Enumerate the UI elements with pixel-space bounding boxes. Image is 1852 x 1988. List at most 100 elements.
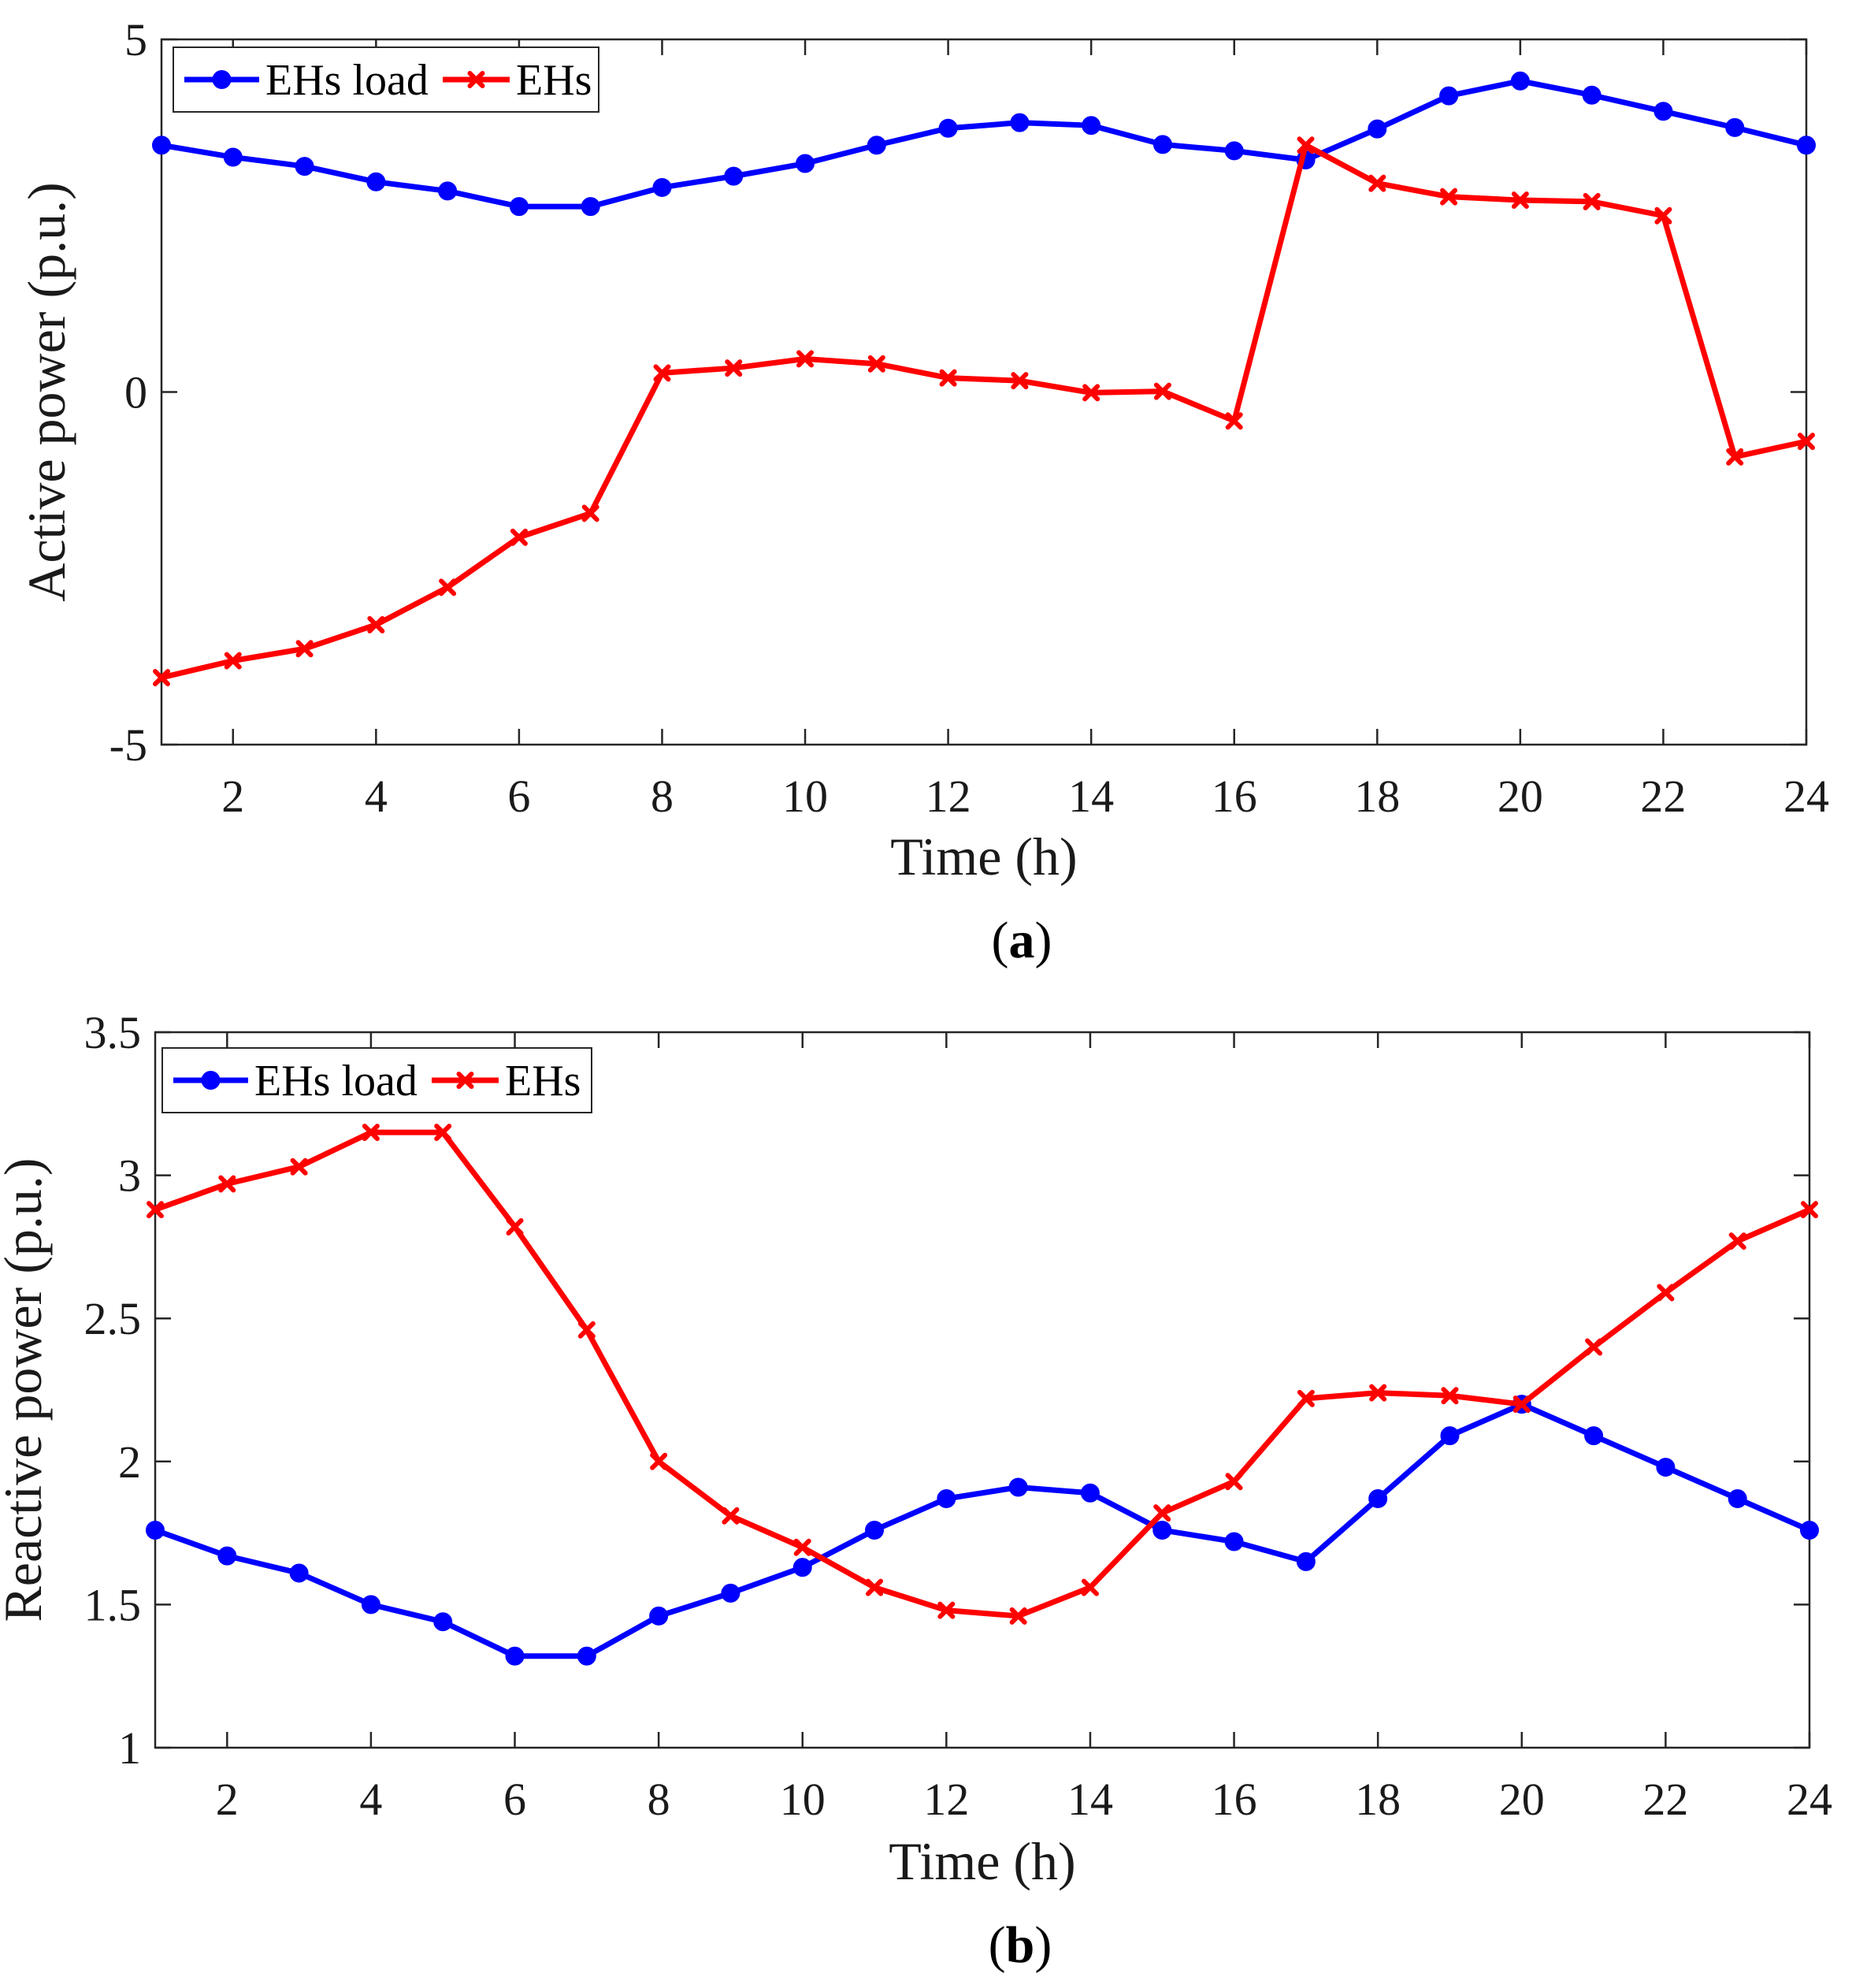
- data-point-ehs: [367, 615, 385, 634]
- series-line-ehs: [161, 142, 1807, 681]
- data-point-ehs-load: [721, 1583, 740, 1603]
- legend-label: EHs: [505, 1057, 581, 1105]
- y-tick-label: 2: [118, 1436, 141, 1488]
- data-point-ehs: [1798, 433, 1815, 451]
- data-point-ehs: [867, 355, 885, 373]
- data-point-ehs-load: [361, 1595, 380, 1615]
- data-point-ehs: [650, 1452, 668, 1470]
- data-point-ehs-load: [1653, 102, 1673, 121]
- data-point-ehs: [1726, 448, 1744, 466]
- data-point-ehs-load: [1152, 135, 1172, 154]
- x-tick-label: 24: [1783, 771, 1829, 822]
- caption-paren-open: (: [989, 1916, 1006, 1974]
- data-point-ehs: [1082, 384, 1100, 402]
- data-point-ehs: [147, 1201, 164, 1219]
- data-point-ehs-load: [581, 197, 600, 217]
- x-tick-label: 20: [1498, 771, 1543, 822]
- data-point-ehs-load: [1725, 117, 1745, 137]
- x-tick-label: 12: [926, 771, 971, 822]
- data-point-ehs: [866, 1578, 884, 1596]
- x-tick-label: 6: [503, 1774, 526, 1825]
- legend-marker: [212, 70, 232, 89]
- data-point-ehs: [1011, 372, 1029, 390]
- data-point-ehs: [577, 1321, 596, 1339]
- data-point-ehs-load: [649, 1606, 669, 1626]
- data-point-ehs: [434, 1124, 452, 1142]
- x-tick-label: 14: [1068, 771, 1114, 822]
- x-tick-label: 2: [221, 771, 244, 822]
- data-point-ehs-load: [792, 1558, 812, 1577]
- data-point-ehs: [1511, 191, 1529, 210]
- data-point-ehs: [1440, 188, 1458, 206]
- legend-marker: [467, 71, 485, 88]
- x-axis-title: Time (h): [889, 1831, 1075, 1891]
- series-line-ehs-load: [161, 78, 1807, 210]
- x-tick-label: 14: [1067, 1774, 1113, 1825]
- data-point-ehs-load: [724, 166, 744, 186]
- caption-letter: a: [1009, 912, 1035, 969]
- x-tick-label: 12: [923, 1774, 969, 1825]
- data-point-ehs: [1369, 1384, 1387, 1402]
- data-point-ehs: [506, 1217, 524, 1236]
- data-point-ehs: [1512, 1395, 1531, 1414]
- caption-paren-open: (: [992, 912, 1009, 969]
- x-tick-label: 10: [782, 771, 828, 822]
- data-point-ehs: [295, 640, 314, 658]
- plot-area-frame: [160, 38, 1808, 746]
- x-tick-label: 22: [1640, 771, 1686, 822]
- data-point-ehs-load: [223, 147, 243, 167]
- x-tick-label: 2: [216, 1774, 239, 1825]
- data-point-ehs: [1225, 412, 1243, 430]
- data-point-ehs-load: [1080, 1483, 1100, 1503]
- data-point-ehs-load: [937, 1489, 956, 1509]
- x-tick-label: 16: [1212, 1774, 1257, 1825]
- data-point-ehs: [1583, 192, 1601, 210]
- y-tick-label: -5: [109, 719, 147, 771]
- data-point-ehs-load: [366, 172, 386, 191]
- data-point-ehs-load: [1010, 113, 1030, 132]
- x-tick-label: 8: [651, 771, 674, 822]
- data-point-ehs: [1225, 1473, 1243, 1491]
- x-tick-label: 4: [359, 1774, 382, 1825]
- x-axis-title: Time (h): [890, 827, 1077, 886]
- data-point-ehs: [581, 504, 599, 522]
- data-point-ehs-load: [1368, 1489, 1388, 1509]
- y-tick-label: 1.5: [84, 1579, 142, 1630]
- data-point-ehs: [224, 652, 242, 670]
- data-point-ehs: [937, 1601, 956, 1619]
- data-point-ehs: [1654, 206, 1672, 225]
- x-tick-label: 20: [1499, 1774, 1545, 1825]
- data-point-ehs: [439, 578, 457, 596]
- y-tick-label: 0: [124, 367, 147, 418]
- legend-marker: [456, 1072, 474, 1089]
- series-line-ehs: [154, 1129, 1811, 1619]
- data-point-ehs-load: [146, 1520, 165, 1540]
- data-point-ehs-load: [1582, 85, 1601, 105]
- legend-label: EHs load: [265, 56, 429, 105]
- data-point-ehs-load: [1510, 71, 1530, 91]
- x-tick-label: 10: [780, 1774, 826, 1825]
- data-point-ehs-load: [1439, 86, 1459, 106]
- data-point-ehs-load: [152, 136, 171, 155]
- panel-caption: (a): [992, 912, 1052, 969]
- data-point-ehs-load: [1656, 1458, 1676, 1477]
- data-point-ehs-load: [865, 1520, 885, 1540]
- data-point-ehs: [290, 1157, 308, 1176]
- data-point-ehs-load: [1224, 141, 1244, 161]
- y-tick-label: 1: [118, 1722, 141, 1774]
- x-tick-label: 4: [365, 771, 388, 822]
- x-tick-label: 6: [507, 771, 530, 822]
- caption-paren-close: ): [1035, 912, 1052, 969]
- caption-letter: b: [1006, 1916, 1035, 1974]
- legend-marker: [201, 1071, 221, 1090]
- data-point-ehs-load: [509, 197, 529, 217]
- data-point-ehs-load: [1800, 1520, 1819, 1540]
- data-point-ehs-load: [796, 154, 815, 173]
- data-point-ehs: [218, 1175, 236, 1193]
- plot-area-frame: [154, 1031, 1811, 1749]
- data-point-ehs: [1081, 1578, 1099, 1596]
- data-point-ehs: [1441, 1387, 1459, 1405]
- data-point-ehs-load: [1008, 1477, 1028, 1497]
